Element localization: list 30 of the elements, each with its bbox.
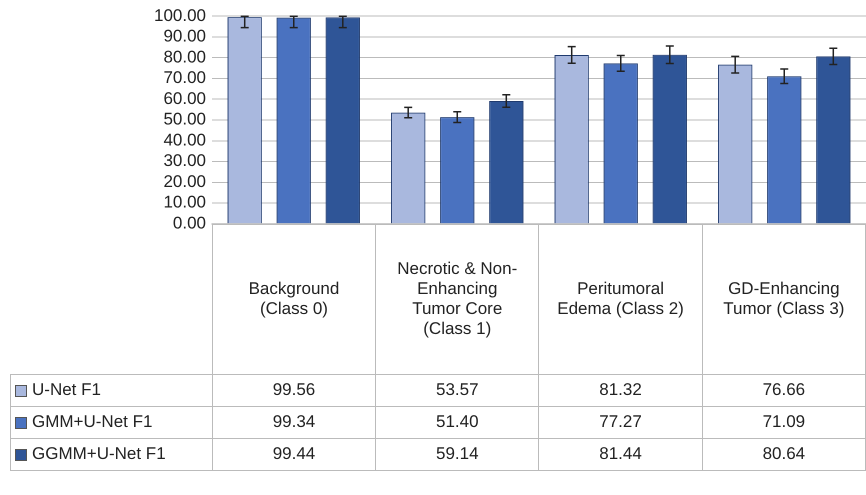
data-label: 53.57 bbox=[376, 374, 539, 406]
x-tick-label: Necrotic & Non-Enhancing Tumor Core (Class 1) bbox=[376, 224, 539, 374]
x-tick-label: Peritumoral Edema (Class 2) bbox=[538, 224, 702, 374]
y-tick-label: 40.00 bbox=[163, 130, 206, 150]
y-tick-label: 30.00 bbox=[163, 151, 206, 170]
y-tick-label: 80.00 bbox=[163, 47, 206, 66]
x-tick-label: GD-Enhancing Tumor (Class 3) bbox=[702, 224, 866, 374]
y-tick-label: 0.00 bbox=[172, 213, 206, 232]
data-label: 81.32 bbox=[538, 374, 702, 406]
data-label: 99.56 bbox=[212, 374, 376, 406]
y-tick-label: 50.00 bbox=[163, 110, 206, 129]
y-tick-label: 60.00 bbox=[163, 88, 206, 108]
y-tick-label: 20.00 bbox=[163, 172, 206, 191]
data-label: 77.27 bbox=[538, 406, 702, 438]
legend-label: U-Net F1 bbox=[32, 380, 101, 400]
y-tick-label: 90.00 bbox=[163, 26, 206, 46]
data-label: 71.09 bbox=[702, 406, 866, 438]
legend-label: GGMM+U-Net F1 bbox=[32, 444, 166, 464]
data-label: 80.64 bbox=[702, 438, 866, 470]
legend-label: GMM+U-Net F1 bbox=[32, 412, 152, 432]
data-label: 99.44 bbox=[212, 438, 376, 470]
y-tick-label: 10.00 bbox=[163, 192, 206, 212]
x-tick-label: Background (Class 0) bbox=[212, 224, 376, 374]
y-tick-label: 100.00 bbox=[154, 6, 206, 25]
data-label: 76.66 bbox=[702, 374, 866, 406]
data-label: 59.14 bbox=[376, 438, 539, 470]
data-label: 99.34 bbox=[212, 406, 376, 438]
data-label: 51.40 bbox=[376, 406, 539, 438]
data-label: 81.44 bbox=[538, 438, 702, 470]
y-tick-label: 70.00 bbox=[163, 68, 206, 88]
